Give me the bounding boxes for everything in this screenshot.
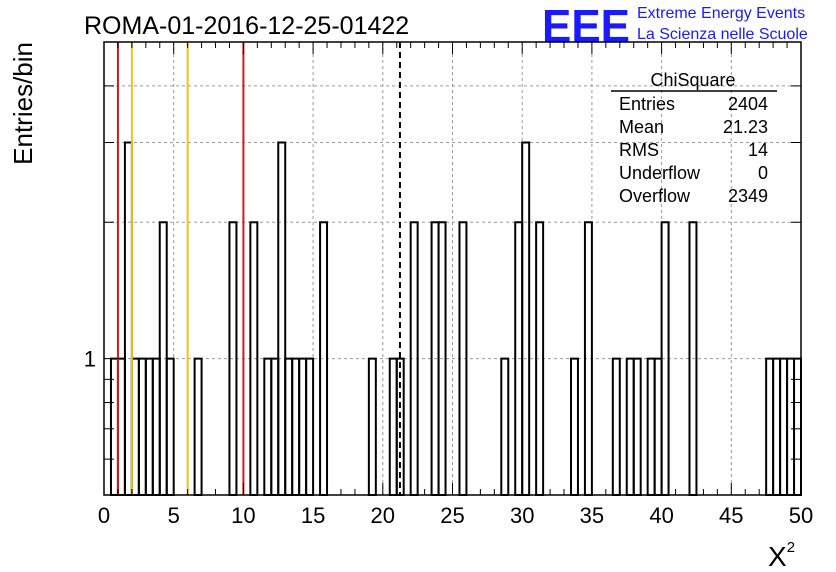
histogram-bin [123,141,133,496]
stats-label: Underflow [619,163,701,183]
grid-lines [104,42,801,495]
stats-label: Entries [619,94,675,114]
y-axis-ticks: 1 [84,85,801,460]
marker-lines [116,42,401,495]
histogram-bin [521,141,531,496]
histogram-bin [367,357,377,497]
histogram-bin [305,357,315,497]
histogram-bin [646,357,656,497]
histogram-bin [779,357,789,497]
histogram-bin [500,357,510,497]
stats-title: ChiSquare [650,70,735,90]
histogram-bin [165,357,175,497]
y-tick-label: 1 [84,347,96,372]
histogram-bin [765,357,775,497]
histogram-bin [144,357,154,497]
x-tick-label: 30 [510,503,534,528]
stats-box: ChiSquare Entries 2404 Mean 21.23 RMS 14 Under… [611,70,777,206]
x-tick-label: 25 [440,503,464,528]
histogram-bin [772,357,782,497]
y-axis-label: Entries/bin [8,42,38,165]
stats-value: 0 [758,163,768,183]
x-tick-label: 40 [649,503,673,528]
stats-value: 14 [748,140,768,160]
logo-line-2: La Scienza nelle Scuole [637,26,808,43]
x-tick-label: 10 [231,503,255,528]
histogram-bin [284,357,294,497]
stats-value: 2404 [728,94,768,114]
x-tick-label: 35 [580,503,604,528]
histogram-bin [291,357,301,497]
x-tick-label: 0 [98,503,110,528]
histogram-bin [611,357,621,497]
histogram-bin [632,357,642,497]
chart-title: ROMA-01-2016-12-25-01422 [84,12,409,40]
histogram-bin [270,357,280,497]
stats-value: 21.23 [723,117,768,137]
x-tick-label: 15 [301,503,325,528]
histogram-bin [130,357,140,497]
histogram-bins [109,141,803,497]
x-tick-label: 20 [371,503,395,528]
histogram-bin [569,357,579,497]
x-axis-label: X2 [768,539,795,572]
x-tick-label: 50 [789,503,813,528]
x-tick-label: 5 [168,503,180,528]
logo-line-1: Extreme Energy Events [637,5,805,22]
x-axis-ticks: 0 5 10 15 20 25 30 35 40 45 50 [98,42,813,528]
histogram-bin [653,357,663,497]
histogram-bin [277,141,287,496]
histogram-bin [298,357,308,497]
histogram-bin [388,357,398,497]
histogram-bin [625,357,635,497]
stats-label: RMS [619,140,659,160]
histogram-bin [193,357,203,497]
x-tick-label: 45 [719,503,743,528]
histogram-bin [116,357,126,497]
stats-value: 2349 [728,186,768,206]
histogram-bin [263,357,273,497]
stats-label: Overflow [619,186,691,206]
stats-label: Mean [619,117,664,137]
eee-logo: EEE [542,0,630,52]
histogram-bin [137,357,147,497]
histogram-bin [151,357,161,497]
